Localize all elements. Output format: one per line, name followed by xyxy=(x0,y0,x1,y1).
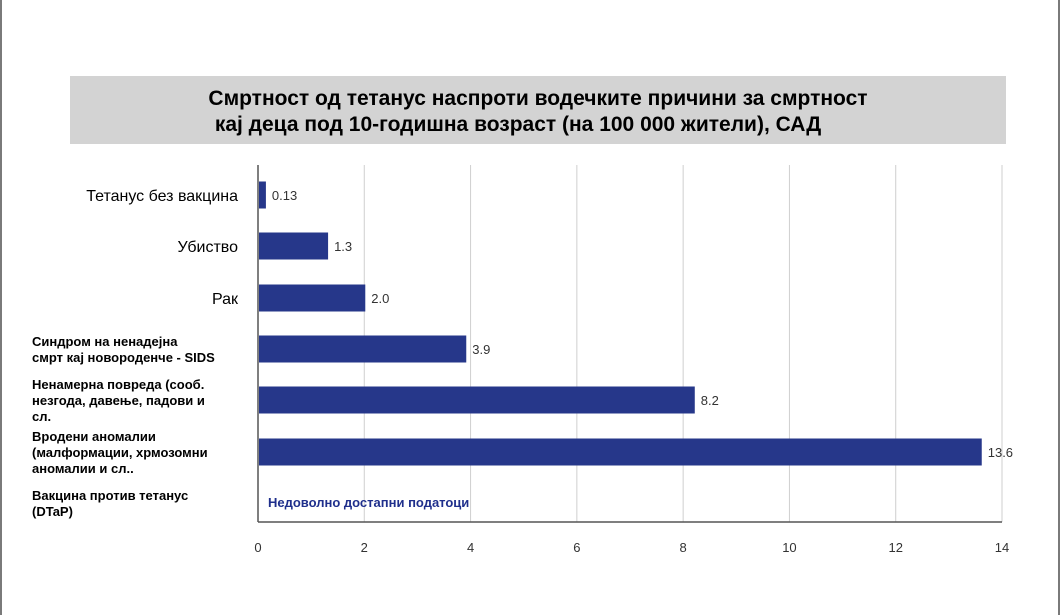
x-tick-label: 4 xyxy=(467,540,474,555)
category-label: Убиство xyxy=(178,239,239,256)
category-label-line: (малформации, хрмозомни xyxy=(32,445,208,460)
category-label-line: сл. xyxy=(32,409,51,424)
chart-title-line-2: кај деца под 10-годишна возраст (на 100 … xyxy=(214,113,822,136)
category-label: Рак xyxy=(212,291,239,308)
bar xyxy=(259,284,366,312)
x-tick-label: 0 xyxy=(254,540,261,555)
category-label-line: Синдром на ненадејна xyxy=(32,334,178,349)
category-label: Вродени аномалии (малформации, хрмозомни а… xyxy=(32,429,208,476)
no-data-label: Недоволно достапни податоци xyxy=(268,495,469,510)
category-label-line: смрт кај новороденче - SIDS xyxy=(32,350,215,365)
category-label-line: (DTaP) xyxy=(32,504,73,519)
bar xyxy=(259,438,982,466)
x-tick-label: 2 xyxy=(361,540,368,555)
value-label: 1.3 xyxy=(334,239,352,254)
left-frame-border xyxy=(0,0,2,615)
category-label: Ненамерна повреда (сооб. незгода, давење,… xyxy=(32,377,205,424)
category-label: Синдром на ненадејна смрт кај новороденче… xyxy=(32,334,215,365)
category-label-line: незгода, давење, падови и xyxy=(32,393,205,408)
category-label-line: аномалии и сл.. xyxy=(32,461,134,476)
category-label: Тетанус без вакцина xyxy=(86,188,238,205)
value-label: 8.2 xyxy=(701,393,719,408)
x-tick-label: 6 xyxy=(573,540,580,555)
category-label: Вакцина против тетанус (DTaP) xyxy=(32,488,188,519)
chart-title-line-1: Смртност од тетанус наспроти водечките п… xyxy=(208,87,868,110)
bar xyxy=(259,335,467,363)
value-label: 0.13 xyxy=(272,188,297,203)
x-tick-label: 8 xyxy=(680,540,687,555)
x-tick-label: 10 xyxy=(782,540,796,555)
bar xyxy=(259,386,695,414)
chart-title: Смртност од тетанус наспроти водечките п… xyxy=(70,76,1006,144)
right-frame-border xyxy=(1058,0,1060,615)
x-tick-label: 12 xyxy=(888,540,902,555)
value-label: 3.9 xyxy=(472,342,490,357)
bar xyxy=(259,232,329,260)
value-label: 13.6 xyxy=(988,445,1013,460)
category-label-line: Ненамерна повреда (сооб. xyxy=(32,377,204,392)
category-label-line: Вродени аномалии xyxy=(32,429,156,444)
bar xyxy=(259,181,266,209)
x-tick-label: 14 xyxy=(995,540,1009,555)
value-label: 2.0 xyxy=(371,291,389,306)
category-label-line: Вакцина против тетанус xyxy=(32,488,188,503)
